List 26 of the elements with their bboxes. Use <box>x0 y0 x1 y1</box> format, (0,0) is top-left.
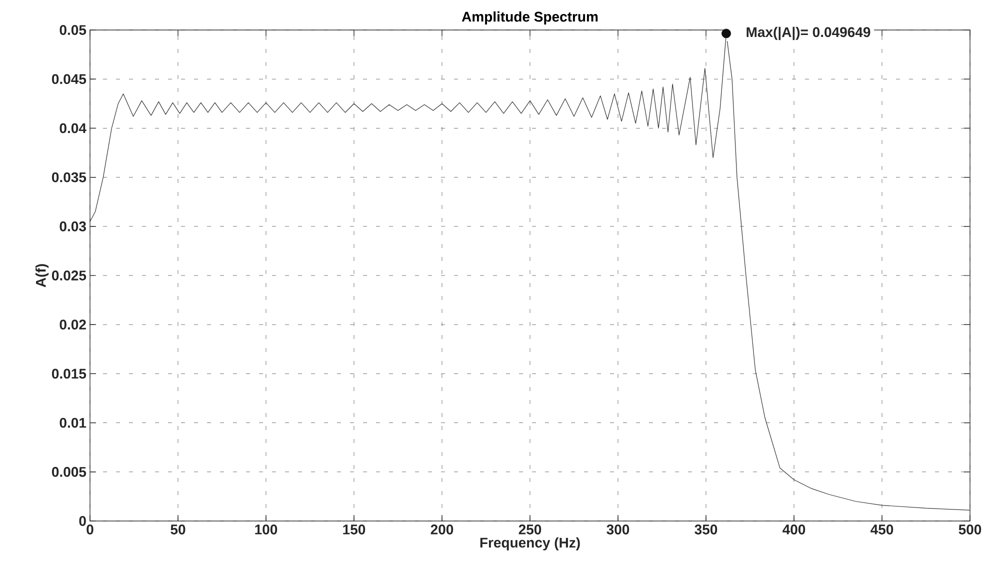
x-tick-label: 150 <box>343 524 366 534</box>
y-tick-label: 0.01 <box>60 418 86 428</box>
x-tick-label: 350 <box>694 524 718 534</box>
x-tick-label: 200 <box>430 524 454 534</box>
y-tick-label: 0.03 <box>60 221 86 232</box>
y-tick-label: 0.005 <box>52 466 86 477</box>
annotation: Max(|A|)= 0.049649 <box>746 26 870 40</box>
x-tick-label: 450 <box>870 524 894 534</box>
x-axis-title: Frequency (Hz) <box>480 537 580 550</box>
y-tick-label: 0.015 <box>52 368 86 379</box>
y-tick-label: 0 <box>79 516 86 526</box>
x-tick-label: 50 <box>170 524 186 534</box>
x-tick-label: 250 <box>518 524 542 534</box>
y-tick-label: 0.02 <box>60 320 86 330</box>
x-tick-label: 500 <box>958 524 982 534</box>
y-axis-title: A(f) <box>36 264 49 288</box>
x-tick-label: 300 <box>606 524 630 534</box>
x-tick-label: 0 <box>86 524 94 534</box>
x-tick-label: 400 <box>782 524 806 534</box>
y-tick-label: 0.05 <box>60 25 86 35</box>
y-tick-label: 0.035 <box>52 172 86 182</box>
y-tick-label: 0.025 <box>52 270 86 280</box>
x-tick-label: 100 <box>255 524 278 534</box>
chart-title: Amplitude Spectrum <box>462 11 598 24</box>
y-tick-label: 0.045 <box>52 74 86 84</box>
y-tick-label: 0.04 <box>60 123 86 134</box>
